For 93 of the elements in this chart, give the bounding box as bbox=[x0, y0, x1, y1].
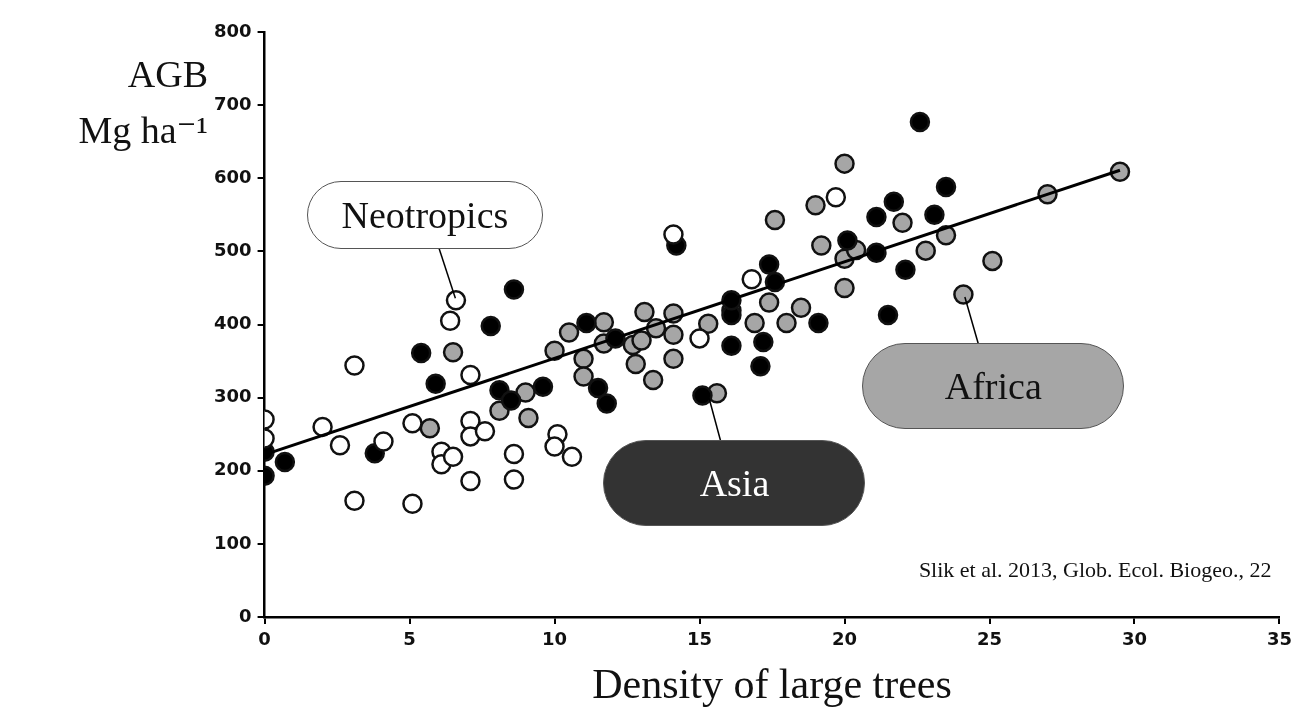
point bbox=[631, 330, 652, 351]
point bbox=[460, 364, 481, 386]
point bbox=[503, 469, 525, 490]
point bbox=[825, 187, 847, 208]
x-tick-label: 35 bbox=[1266, 628, 1293, 650]
point bbox=[909, 111, 931, 133]
point bbox=[480, 315, 501, 337]
point bbox=[953, 284, 974, 305]
x-tick-label: 10 bbox=[542, 628, 568, 650]
point bbox=[445, 290, 467, 311]
point bbox=[663, 324, 684, 345]
x-tick-label: 0 bbox=[258, 628, 271, 650]
point bbox=[877, 304, 899, 326]
point bbox=[776, 312, 797, 334]
point bbox=[663, 348, 684, 370]
point bbox=[442, 446, 464, 468]
x-tick-label: 20 bbox=[831, 628, 858, 650]
point bbox=[561, 446, 583, 468]
point bbox=[503, 443, 525, 465]
y-tick-label: 800 bbox=[214, 19, 252, 41]
point bbox=[532, 376, 554, 397]
point bbox=[790, 297, 812, 318]
point bbox=[935, 176, 957, 198]
annotation: Slik et al. 2013, Glob. Ecol. Biogeo., 22 bbox=[918, 556, 1272, 582]
point bbox=[834, 277, 855, 299]
point bbox=[689, 328, 710, 349]
point bbox=[764, 209, 786, 231]
point bbox=[892, 212, 913, 234]
point bbox=[500, 390, 522, 411]
point bbox=[474, 421, 496, 442]
point bbox=[753, 331, 774, 353]
point bbox=[587, 377, 609, 399]
point bbox=[744, 312, 765, 334]
x-axis-title: Density of large trees bbox=[592, 660, 952, 707]
y-tick-label: 100 bbox=[214, 531, 252, 553]
series-label: Asia bbox=[699, 461, 770, 506]
point bbox=[274, 451, 296, 473]
x-tick-label: 30 bbox=[1121, 628, 1148, 650]
point bbox=[634, 301, 655, 323]
point bbox=[410, 342, 432, 364]
point bbox=[625, 353, 646, 375]
point bbox=[642, 369, 664, 391]
point bbox=[596, 393, 617, 414]
point bbox=[805, 195, 826, 216]
x-tick-label: 15 bbox=[687, 628, 713, 650]
point bbox=[758, 292, 780, 313]
point bbox=[866, 206, 887, 228]
point bbox=[576, 312, 597, 334]
point bbox=[439, 310, 461, 332]
point bbox=[344, 355, 365, 376]
point bbox=[924, 204, 945, 226]
point bbox=[721, 335, 742, 356]
point bbox=[373, 431, 394, 452]
point bbox=[544, 436, 565, 457]
y-tick-label: 0 bbox=[239, 604, 252, 626]
point bbox=[811, 235, 832, 256]
point bbox=[834, 153, 855, 174]
point bbox=[419, 418, 441, 439]
point bbox=[663, 224, 684, 245]
point bbox=[558, 322, 580, 343]
point bbox=[573, 366, 594, 387]
point bbox=[442, 342, 464, 363]
point bbox=[503, 279, 525, 300]
point bbox=[344, 490, 365, 511]
x-tick-label: 5 bbox=[403, 628, 416, 650]
point bbox=[402, 493, 423, 514]
point bbox=[741, 268, 762, 290]
point bbox=[758, 254, 780, 275]
point bbox=[982, 250, 1003, 272]
x-tick-label: 25 bbox=[976, 628, 1003, 650]
point bbox=[837, 230, 858, 251]
point bbox=[425, 373, 446, 394]
point bbox=[750, 355, 771, 377]
y-tick-label: 500 bbox=[214, 239, 252, 261]
y-tick-label: 300 bbox=[214, 385, 252, 407]
point bbox=[402, 412, 423, 434]
point bbox=[895, 259, 916, 280]
series-label: Africa bbox=[944, 363, 1042, 408]
point bbox=[593, 312, 615, 333]
point bbox=[692, 385, 713, 406]
point bbox=[329, 434, 351, 456]
point bbox=[883, 191, 905, 212]
series-label: Neotropics bbox=[341, 192, 509, 237]
y-axis-title: AGB Mg ha⁻¹ bbox=[77, 52, 208, 153]
y-tick-label: 200 bbox=[214, 458, 252, 480]
y-tick-label: 700 bbox=[214, 92, 252, 114]
point bbox=[460, 470, 481, 492]
point bbox=[518, 407, 539, 429]
point bbox=[697, 313, 719, 335]
y-tick-label: 400 bbox=[214, 312, 252, 334]
point bbox=[915, 240, 936, 261]
y-tick-label: 600 bbox=[214, 165, 252, 187]
point bbox=[808, 312, 829, 334]
